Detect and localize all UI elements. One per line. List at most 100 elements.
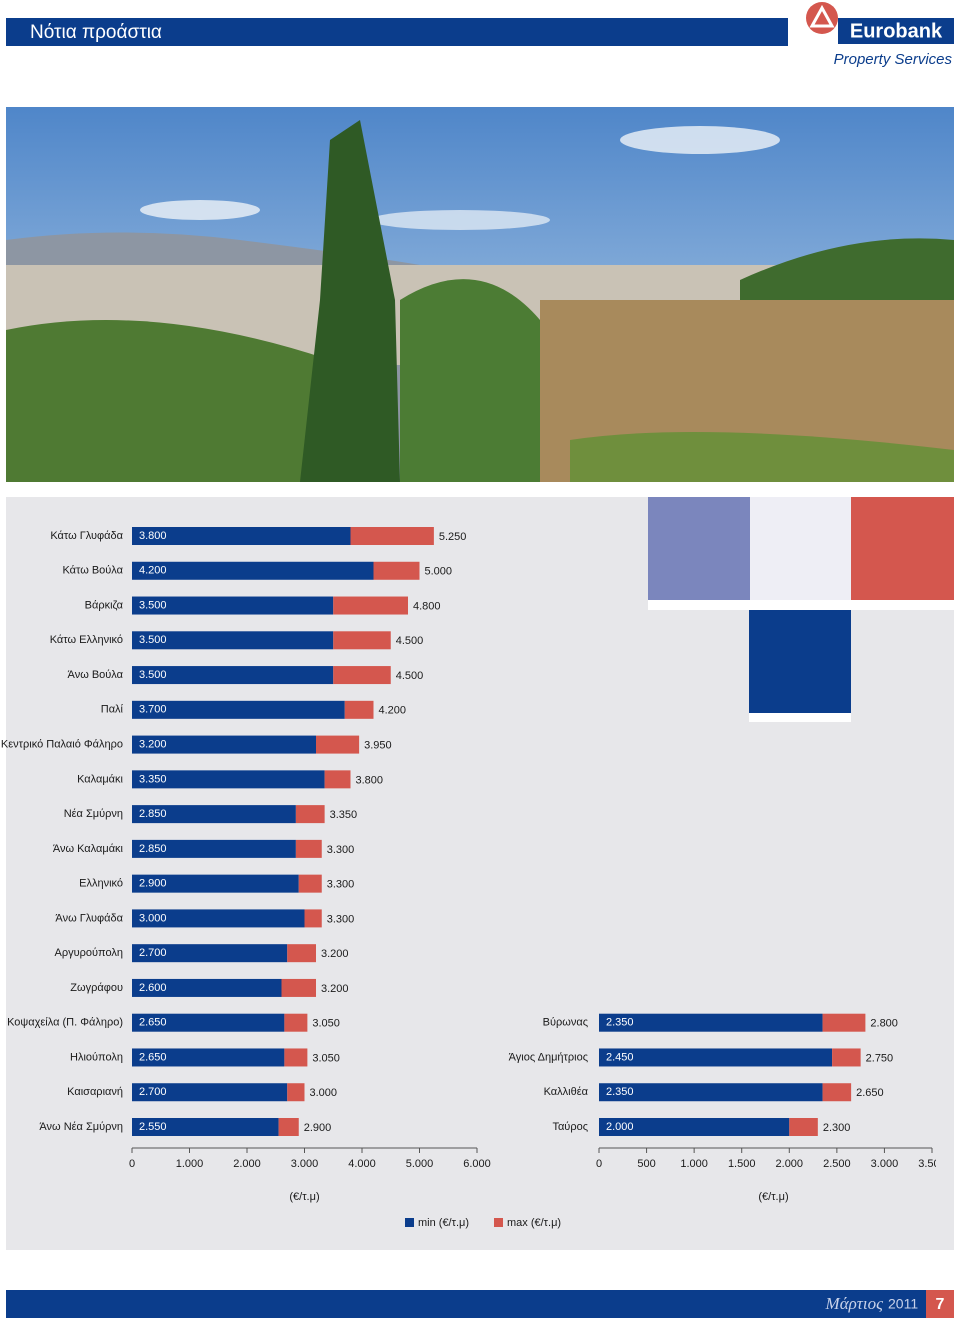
page-number: 7 [936,1296,945,1313]
bar-max [324,770,351,789]
footer-bar [6,1290,926,1318]
bar-min [132,561,374,580]
x-tick-label: 3.000 [871,1158,899,1170]
bar-min [599,1083,823,1102]
category-label: Αργυρούπολη [55,947,123,959]
bar-max [287,1083,305,1102]
brand-subtitle: Property Services [834,51,953,68]
bar-min [132,978,282,997]
value-label-min: 3.200 [139,738,167,750]
bar-min [599,1048,833,1067]
x-axis-label: (€/τ.μ) [758,1191,788,1203]
value-label-max: 3.350 [330,809,358,821]
value-label-min: 2.850 [139,843,167,855]
value-label-min: 2.350 [606,1017,634,1029]
bar-min [132,1048,285,1067]
bar-min [132,631,334,650]
bar-max [284,1048,308,1067]
category-label: Άνω Καλαμάκι [53,843,124,855]
category-label: Καισαριανή [67,1086,123,1098]
bar-max [287,944,316,963]
category-label: Άνω Βούλα [68,669,124,681]
legend-swatch [405,1218,414,1227]
value-label-max: 2.750 [866,1052,894,1064]
value-label-max: 4.500 [396,635,424,647]
bar-max [373,561,420,580]
value-label-max: 3.200 [321,983,349,995]
bar-max [789,1118,818,1136]
category-label: Βάρκιζα [85,599,124,611]
bar-max [333,666,391,685]
value-label-max: 4.200 [379,705,407,717]
bar-min [132,1083,288,1102]
value-label-min: 2.450 [606,1051,634,1063]
bar-min [132,909,305,928]
bar-min [132,735,316,754]
decoration [648,497,954,722]
category-label: Παλί [101,704,124,716]
category-label: Καλαμάκι [77,773,123,785]
bar-max [281,978,316,997]
bar-max [304,909,322,928]
bar-min [132,666,334,685]
category-label: Άνω Γλυφάδα [55,912,123,924]
category-label: Ελληνικό [79,878,123,890]
bar-min [132,1013,285,1032]
category-label: Κεντρικό Παλαιό Φάληρο [1,738,123,750]
x-tick-label: 1.000 [176,1158,204,1170]
logo-symbol [809,4,835,28]
x-tick-label: 500 [637,1158,655,1170]
category-label: Βύρωνας [543,1017,588,1029]
footer-month: Μάρτιος [825,1294,884,1313]
value-label-min: 2.000 [606,1121,634,1133]
value-label-max: 2.650 [856,1087,884,1099]
category-label: Κοψαχείλα (Π. Φάληρο) [7,1017,123,1029]
value-label-min: 2.700 [139,947,167,959]
bar-max [316,735,360,754]
value-label-max: 3.050 [312,1018,340,1030]
value-label-min: 2.550 [139,1121,167,1133]
value-label-min: 3.500 [139,599,167,611]
page-title: Νότια προάστια [30,22,162,43]
value-label-max: 3.800 [356,774,384,786]
footer-year: 2011 [888,1296,918,1312]
bar-min [132,805,296,824]
x-tick-label: 6.000 [463,1158,491,1170]
value-label-min: 3.500 [139,634,167,646]
bar-min [132,874,299,893]
category-label: Κάτω Βούλα [62,565,123,577]
bar-max [350,527,434,545]
value-label-min: 2.650 [139,1051,167,1063]
category-label: Κάτω Ελληνικό [50,634,123,646]
value-label-min: 3.000 [139,912,167,924]
brand-box [838,18,954,44]
value-label-min: 2.600 [139,982,167,994]
bar-min [599,1118,790,1136]
value-label-max: 5.000 [425,566,453,578]
bar-max [295,839,322,858]
value-label-min: 2.350 [606,1086,634,1098]
bar-max [822,1013,866,1032]
x-tick-label: 3.000 [291,1158,319,1170]
header-bar [6,18,788,46]
category-label: Άνω Νέα Σμύρνη [39,1121,123,1133]
category-label: Ταύρος [552,1121,588,1133]
value-label-min: 4.200 [139,565,167,577]
bar-min [132,527,351,545]
value-label-max: 4.500 [396,670,424,682]
x-tick-label: 3.500 [918,1158,946,1170]
value-label-max: 3.050 [312,1052,340,1064]
bar-max [284,1013,308,1032]
bar-min [132,596,334,615]
x-tick-label: 5.000 [406,1158,434,1170]
value-label-min: 3.500 [139,669,167,681]
photo [6,107,954,482]
brand: Eurobank [850,20,943,42]
page-number-box [926,1290,954,1318]
value-label-min: 2.650 [139,1017,167,1029]
x-tick-label: 2.500 [823,1158,851,1170]
legend-swatch [494,1218,503,1227]
value-label-max: 4.800 [413,600,441,612]
x-tick-label: 0 [596,1158,602,1170]
